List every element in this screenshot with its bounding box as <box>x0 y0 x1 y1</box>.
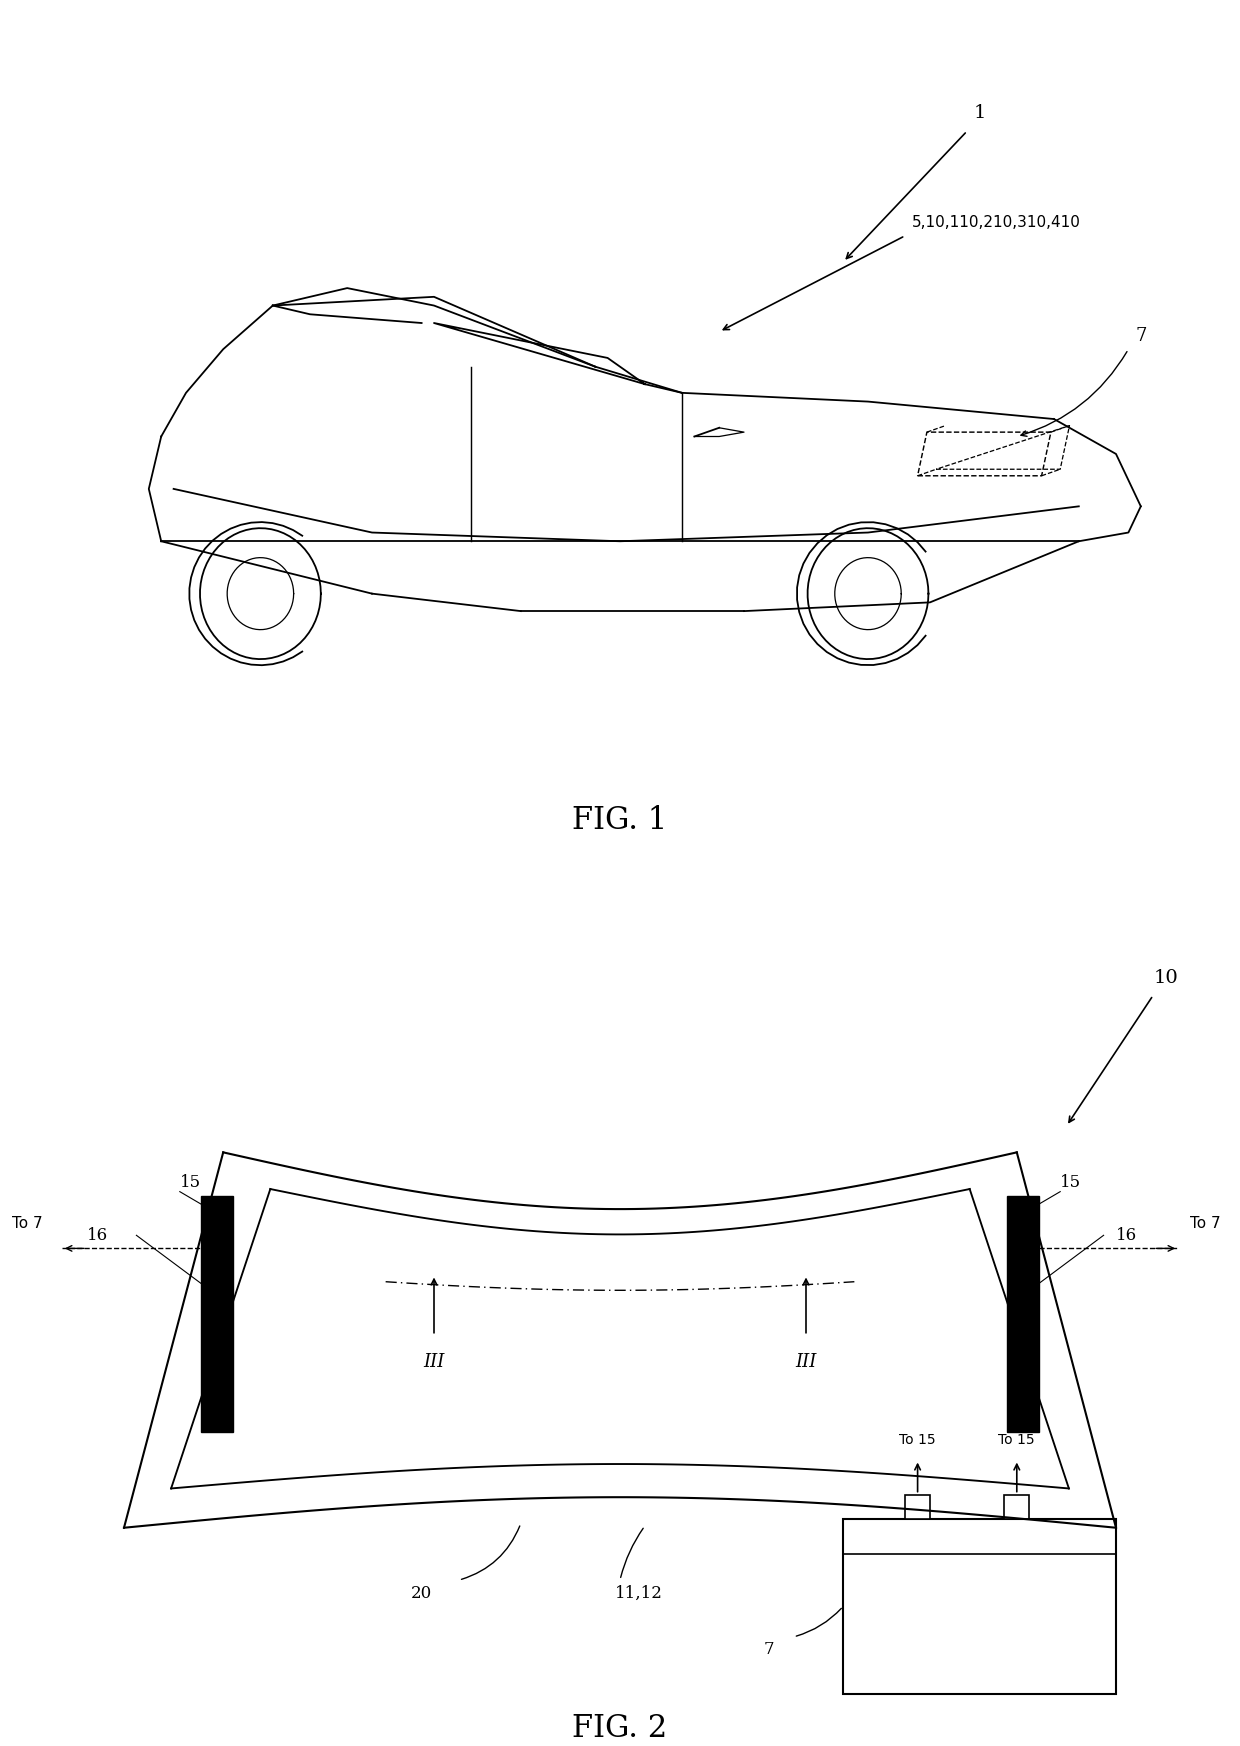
Text: III: III <box>423 1353 445 1371</box>
Text: 10: 10 <box>1153 969 1178 986</box>
Text: 11,12: 11,12 <box>615 1585 662 1601</box>
Text: 15: 15 <box>180 1175 201 1191</box>
Text: 7: 7 <box>1135 327 1147 346</box>
Polygon shape <box>1007 1196 1039 1432</box>
Text: 16: 16 <box>87 1227 108 1243</box>
Text: 1: 1 <box>973 105 986 122</box>
Text: 15: 15 <box>1060 1175 1081 1191</box>
Text: 20: 20 <box>410 1585 433 1601</box>
Text: 16: 16 <box>1116 1227 1137 1243</box>
Polygon shape <box>201 1196 233 1432</box>
Text: III: III <box>795 1353 817 1371</box>
Text: FIG. 2: FIG. 2 <box>573 1713 667 1744</box>
Bar <box>843 1519 1116 1694</box>
Bar <box>905 1495 930 1519</box>
Text: To 15: To 15 <box>998 1432 1035 1446</box>
Bar <box>1004 1495 1029 1519</box>
Text: To 15: To 15 <box>899 1432 936 1446</box>
Text: To 7: To 7 <box>1190 1215 1221 1231</box>
Text: To 7: To 7 <box>12 1215 43 1231</box>
Text: 5,10,110,210,310,410: 5,10,110,210,310,410 <box>911 215 1080 230</box>
Text: 7: 7 <box>764 1641 774 1659</box>
Text: FIG. 1: FIG. 1 <box>573 805 667 836</box>
